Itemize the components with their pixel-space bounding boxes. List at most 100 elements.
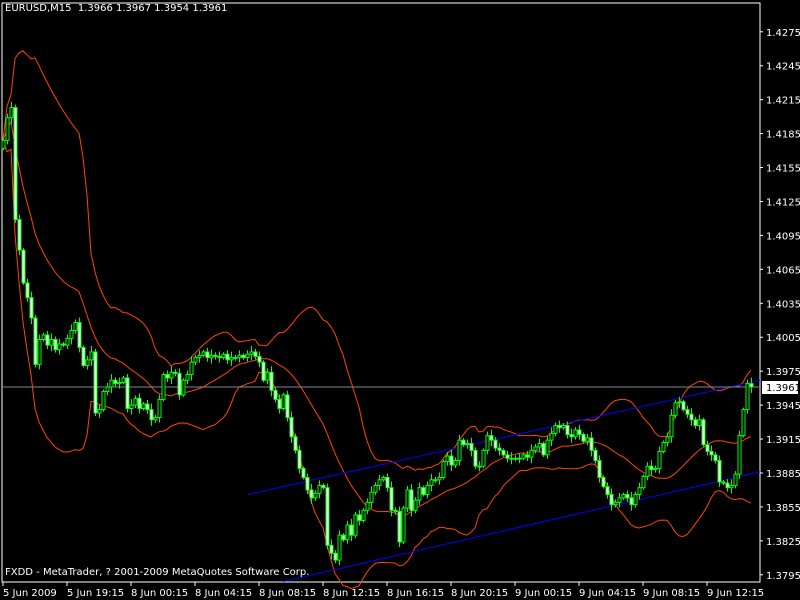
candle [641, 474, 646, 490]
candle-body [245, 353, 250, 359]
candle-body [249, 351, 254, 355]
candle-body [89, 351, 94, 361]
candle-body [145, 403, 150, 411]
time-tick-label: 5 Jun 19:15 [67, 588, 124, 599]
candle-body [281, 394, 286, 409]
price-tick-label: 1.4095 [766, 231, 800, 242]
candle [657, 446, 662, 474]
candle-body [405, 489, 410, 509]
candle [509, 452, 514, 465]
candle [653, 465, 658, 473]
price-tick-label: 1.3825 [766, 537, 800, 548]
candle-body [273, 389, 278, 400]
price-tick-label: 1.3915 [766, 435, 800, 446]
candle [213, 352, 218, 360]
price-tick-label: 1.4125 [766, 197, 800, 208]
candle-body [197, 354, 202, 359]
candle-body [725, 482, 730, 489]
candle [329, 539, 334, 560]
candle [165, 370, 170, 382]
candle [153, 414, 158, 423]
time-tick-label: 8 Jun 04:15 [195, 588, 252, 599]
candle-body [577, 429, 582, 436]
candle-body [233, 357, 238, 360]
candle [133, 395, 138, 409]
candle-body [481, 449, 486, 467]
candle-body [173, 371, 178, 374]
candle-body [545, 439, 550, 456]
candle [745, 379, 750, 414]
candle [201, 349, 206, 358]
candle [621, 492, 626, 500]
candle [357, 509, 362, 526]
candle-body [201, 351, 206, 356]
candle-body [229, 357, 234, 361]
candle-body [437, 477, 442, 481]
candle-body [741, 409, 746, 437]
candle-body [609, 493, 614, 506]
candle-body [597, 460, 602, 478]
candle-body [661, 441, 666, 452]
candle-body [105, 386, 110, 393]
candle [521, 452, 526, 461]
candle-body [129, 404, 134, 409]
candle [445, 452, 450, 466]
candle [545, 436, 550, 459]
candle-body [25, 282, 30, 299]
candle [489, 429, 494, 447]
candle-body [329, 544, 334, 554]
candle-body [553, 424, 558, 434]
candle [501, 448, 506, 457]
candle [337, 530, 342, 566]
candle-body [433, 479, 438, 482]
candle-body [445, 455, 450, 463]
price-tick-label: 1.4035 [766, 299, 800, 310]
candle [697, 414, 702, 431]
candle-body [321, 484, 326, 489]
price-tick-label: 1.4185 [766, 130, 800, 141]
candle-body [305, 477, 310, 491]
candle [609, 488, 614, 511]
candle [9, 101, 14, 124]
candle [625, 490, 630, 502]
candle-body [717, 460, 722, 483]
candle [333, 550, 338, 564]
candle [661, 440, 666, 454]
candle-body [425, 484, 430, 495]
candle-body [485, 435, 490, 451]
candle-body [73, 322, 78, 331]
candle-body [581, 434, 586, 442]
candle [685, 405, 690, 419]
time-tick-label: 9 Jun 08:15 [643, 588, 700, 599]
candle-body [309, 489, 314, 499]
candle-body [97, 409, 102, 414]
candle-body [465, 443, 470, 446]
candle [33, 314, 38, 368]
bollinger-middle-band [2, 120, 752, 518]
candle-body [125, 377, 130, 409]
candle [149, 403, 154, 426]
candle [533, 443, 538, 454]
candle-body [369, 491, 374, 503]
candle [341, 533, 346, 542]
candle [101, 389, 106, 412]
candle-body [665, 436, 670, 443]
candle [161, 372, 166, 402]
price-tick-label: 1.4005 [766, 333, 800, 344]
candle [205, 347, 210, 362]
candle-body [409, 489, 414, 511]
candle [173, 369, 178, 377]
candle [449, 450, 454, 472]
candle-body [189, 361, 194, 376]
candle [393, 507, 398, 515]
candle [81, 345, 86, 368]
candle-body [649, 465, 654, 471]
price-tick-label: 1.3975 [766, 367, 800, 378]
symbol-label: EURUSD,M15 [5, 3, 72, 14]
candle [589, 431, 594, 457]
candle [497, 443, 502, 456]
candle [237, 350, 242, 363]
candle [25, 278, 30, 302]
